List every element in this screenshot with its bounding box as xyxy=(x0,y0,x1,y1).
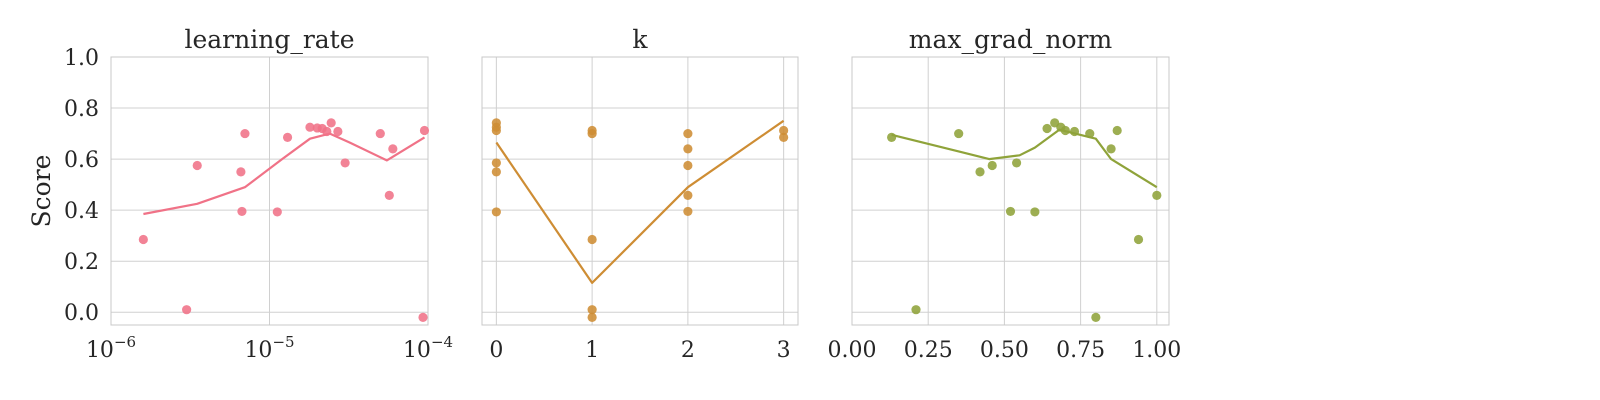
panel-3: max_grad_norm 0.00 0.25 0.50 0.75 1.00 xyxy=(828,25,1182,363)
data-point xyxy=(683,190,693,200)
data-point xyxy=(272,207,282,217)
axes-frame xyxy=(110,56,429,326)
data-point xyxy=(305,122,315,132)
trend-line xyxy=(891,128,1158,189)
x-tick-label: 0.75 xyxy=(1056,338,1105,363)
x-tick-label: 2 xyxy=(681,338,695,363)
panel-2: k 0 1 2 3 xyxy=(481,25,799,363)
axes-frame xyxy=(851,56,1170,326)
y-tick-label: 0.8 xyxy=(64,97,99,122)
data-point xyxy=(237,206,247,217)
data-point xyxy=(779,132,789,142)
data-point xyxy=(384,190,394,200)
y-tick-label: 0.6 xyxy=(64,148,99,173)
data-point xyxy=(192,160,202,171)
axes-frame xyxy=(481,56,799,326)
panel-title: max_grad_norm xyxy=(909,25,1113,54)
data-point xyxy=(282,132,293,142)
data-point xyxy=(954,128,964,139)
panel-1: learning_rate 10−6 10−5 10−4 0.0 0.2 0.4 0.6 0.8… xyxy=(27,25,453,363)
x-tick-label: 3 xyxy=(777,338,791,363)
data-point xyxy=(987,160,997,171)
data-point xyxy=(1060,125,1070,136)
data-point xyxy=(1005,206,1016,217)
x-tick-label: 1.00 xyxy=(1132,338,1181,363)
data-point xyxy=(683,160,693,171)
panel-title: k xyxy=(632,25,648,54)
data-point xyxy=(326,118,336,128)
data-point xyxy=(779,125,789,136)
x-tick-label: 10−4 xyxy=(403,333,453,363)
data-point xyxy=(236,167,246,177)
x-tick-label: 0 xyxy=(489,338,503,363)
trend-line xyxy=(495,119,785,284)
data-point xyxy=(1042,123,1052,134)
data-point xyxy=(1069,126,1080,137)
y-tick-label: 0.4 xyxy=(64,199,99,224)
x-tick-label: 0.25 xyxy=(904,338,953,363)
data-point xyxy=(340,158,350,168)
data-point xyxy=(491,158,501,168)
data-point xyxy=(911,305,921,315)
trend-line xyxy=(143,132,426,216)
data-point xyxy=(138,234,148,245)
y-tick-label: 0.2 xyxy=(64,250,99,275)
y-axis-label: Score xyxy=(27,155,56,228)
data-point xyxy=(240,128,250,139)
data-point xyxy=(418,312,428,322)
data-point xyxy=(1030,207,1040,217)
data-point xyxy=(1152,190,1162,200)
x-tick-label: 1 xyxy=(585,338,599,363)
data-point xyxy=(587,312,597,322)
data-point xyxy=(375,128,385,139)
data-point xyxy=(1133,234,1144,245)
data-point xyxy=(1106,144,1116,154)
x-tick-label: 10−5 xyxy=(244,333,294,363)
x-tick-label: 10−6 xyxy=(86,333,136,363)
data-point xyxy=(587,128,597,139)
data-point xyxy=(1011,158,1022,168)
y-tick-label: 0.0 xyxy=(64,301,99,326)
data-point xyxy=(333,126,343,137)
data-point xyxy=(491,125,501,136)
data-point xyxy=(975,167,985,177)
data-point xyxy=(683,128,693,139)
data-point xyxy=(322,126,332,137)
data-point xyxy=(683,206,693,217)
data-point xyxy=(1112,125,1122,136)
data-point xyxy=(491,207,501,217)
y-tick-label: 1.0 xyxy=(64,46,99,71)
x-tick-label: 0.00 xyxy=(828,338,877,363)
data-point xyxy=(419,125,430,136)
gridlines xyxy=(110,56,429,325)
data-point xyxy=(388,144,398,154)
data-point xyxy=(683,144,693,154)
data-point xyxy=(587,234,597,245)
data-point xyxy=(1085,128,1095,139)
data-point xyxy=(587,305,597,315)
data-point xyxy=(887,132,897,142)
x-tick-label: 0.50 xyxy=(980,338,1029,363)
panel-title: learning_rate xyxy=(184,25,354,54)
data-point xyxy=(1091,312,1101,322)
gridlines xyxy=(851,56,1169,325)
data-point xyxy=(491,167,501,177)
data-point xyxy=(182,305,192,315)
